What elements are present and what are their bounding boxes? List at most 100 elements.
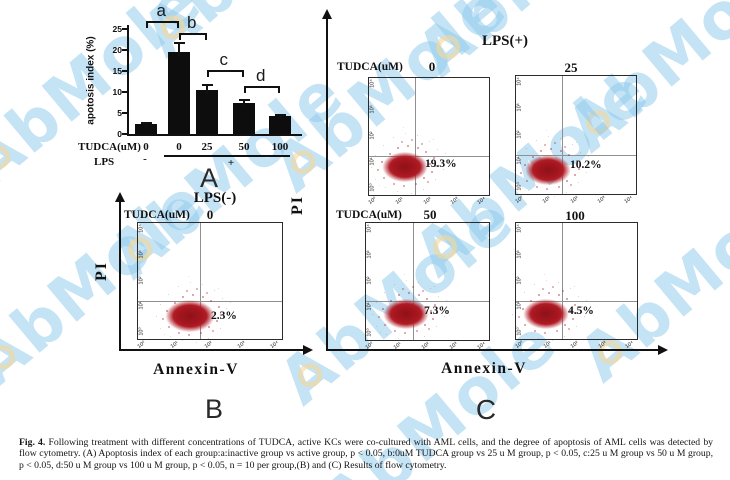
bar — [269, 115, 291, 134]
x-category: 100 — [271, 141, 289, 153]
quadrant-vline — [414, 78, 416, 195]
y-tick-label: 25 — [112, 24, 122, 34]
y-log-tick-label: 10¹ — [369, 157, 376, 166]
lps-plus-label: + — [227, 157, 235, 169]
flow-plot-frame: 7.3% 10⁰ 10⁰ 10¹ 10¹ 10² 10² 10³ 10³ 10⁴ 10⁴ — [365, 222, 490, 351]
x-log-tick-label: 10³ — [449, 196, 460, 206]
x-log-tick-label: 10² — [420, 341, 431, 351]
bar — [233, 102, 255, 134]
x-log-tick-label: 10⁴ — [476, 341, 487, 351]
annexin-axis-arrow — [326, 349, 660, 351]
error-bar — [145, 122, 147, 128]
cell-cluster — [522, 298, 570, 330]
y-log-tick-label: 10⁴ — [516, 224, 523, 233]
cluster-core — [522, 298, 570, 330]
significance-letter: c — [219, 50, 229, 69]
x-category: 0 — [143, 141, 149, 153]
y-tick-label: 0 — [117, 129, 122, 139]
row2-conc-50: 50 — [423, 207, 437, 222]
y-log-tick-label: 10¹ — [516, 156, 523, 165]
y-log-tick-label: 10⁰ — [366, 328, 373, 337]
apoptosis-percent: 4.5% — [568, 305, 594, 317]
y-log-tick-label: 10⁰ — [516, 327, 523, 336]
y-tick-label: 5 — [117, 108, 122, 118]
cell-cluster — [524, 154, 572, 186]
pi-axis-label: PI — [289, 195, 306, 215]
y-log-tick-label: 10⁴ — [369, 79, 376, 88]
apoptosis-percent: 7.3% — [424, 305, 450, 317]
figure-caption: Fig. 4. Following treatment with differe… — [19, 437, 713, 472]
bar — [135, 123, 157, 134]
x-log-tick-label: 10¹ — [392, 341, 403, 351]
error-bar-cap — [201, 84, 213, 86]
error-bar-cap — [173, 42, 185, 45]
x-log-tick-label: 10⁴ — [476, 196, 487, 206]
x-row2-label: LPS — [94, 156, 115, 168]
pi-axis-label: PI — [93, 261, 110, 281]
y-log-tick-label: 10² — [366, 276, 373, 285]
y-log-tick-label: 10⁰ — [369, 183, 376, 192]
y-log-tick-label: 10² — [138, 276, 145, 284]
y-tick-mark — [122, 91, 127, 93]
y-log-tick-label: 10² — [369, 131, 376, 140]
annexin-axis-arrow — [119, 349, 305, 351]
error-bar — [279, 113, 281, 120]
x-log-tick-label: 10² — [569, 195, 580, 205]
y-tick-label: 20 — [112, 45, 122, 55]
panel-c-title: LPS(+) — [481, 33, 529, 49]
x-category: 25 — [201, 141, 213, 153]
pi-axis-arrow — [326, 18, 328, 349]
x-log-tick-label: 10⁴ — [623, 195, 634, 205]
cluster-core — [524, 154, 572, 186]
arrowhead-right-icon — [658, 345, 668, 355]
quadrant-hline — [138, 300, 282, 302]
y-tick-mark — [122, 133, 127, 135]
y-log-tick-label: 10¹ — [138, 301, 145, 310]
flow-plot-frame: 19.3% 10⁰ 10⁰ 10¹ 10¹ 10² 10² 10³ 10³ 10⁴ 10⁴ — [368, 77, 490, 206]
x-log-tick-label: 10¹ — [394, 196, 405, 206]
significance-bracket — [207, 70, 244, 77]
y-tick-label: 10 — [112, 87, 122, 97]
y-log-tick-label: 10⁴ — [138, 224, 145, 233]
cluster-core — [381, 151, 429, 183]
error-bar-cap — [140, 122, 152, 125]
quadrant-vline — [199, 223, 201, 339]
flow-plot-frame: 4.5% 10⁰ 10⁰ 10¹ 10¹ 10² 10² 10³ 10³ 10⁴ 10⁴ — [515, 222, 638, 350]
caption-text: Following treatment with different conce… — [19, 436, 714, 471]
y-tick-mark — [122, 112, 127, 114]
arrowhead-up-icon — [115, 192, 125, 202]
y-tick-mark — [122, 49, 127, 51]
apoptosis-percent: 19.3% — [425, 158, 457, 170]
x-axis-line — [127, 134, 302, 136]
flow-plot-frame: 2.3% 10⁰ 10⁰ 10¹ 10¹ 10² 10² 10³ 10³ 10⁴ 10⁴ — [137, 222, 283, 350]
panel-c-letter: C — [475, 394, 497, 425]
y-tick-label: 15 — [112, 66, 122, 76]
x-log-tick-label: 10⁰ — [364, 341, 375, 351]
significance-letter: a — [156, 1, 166, 20]
cluster-core — [382, 298, 430, 330]
x-category: 50 — [238, 141, 250, 153]
lps-minus-label: - — [143, 153, 147, 165]
y-log-tick-label: 10¹ — [516, 301, 523, 310]
x-log-tick-label: 10⁰ — [367, 196, 378, 206]
flow-plot-c0: 19.3% 10⁰ 10⁰ 10¹ 10¹ 10² 10² 10³ 10³ 10⁴ 10⁴ — [368, 77, 490, 206]
row1-tudca-label: TUDCA(uM) — [337, 61, 403, 73]
cluster-core — [164, 299, 216, 333]
significance-bracket — [179, 33, 207, 40]
annexin-axis-label: Annexin-V — [441, 360, 527, 377]
quadrant-hline — [516, 155, 636, 157]
caption-prefix: Fig. 4. — [19, 436, 46, 448]
y-tick-mark — [122, 28, 127, 30]
y-log-tick-label: 10³ — [138, 250, 145, 259]
y-log-tick-label: 10³ — [516, 103, 523, 112]
cell-cluster — [382, 298, 430, 330]
x-log-tick-label: 10¹ — [541, 195, 552, 205]
panel-b-conc-value: 0 — [206, 207, 214, 222]
bar — [196, 90, 218, 134]
cell-cluster — [381, 151, 429, 183]
flow-plot-c1: 10.2% 10⁰ 10⁰ 10¹ 10¹ 10² 10² 10³ 10³ 10⁴ 10⁴ — [515, 75, 637, 205]
y-log-tick-label: 10⁰ — [516, 182, 523, 191]
panel-b-title: LPS(-) — [193, 190, 237, 206]
annexin-axis-label: Annexin-V — [153, 361, 239, 378]
error-bar-cap — [274, 113, 286, 116]
